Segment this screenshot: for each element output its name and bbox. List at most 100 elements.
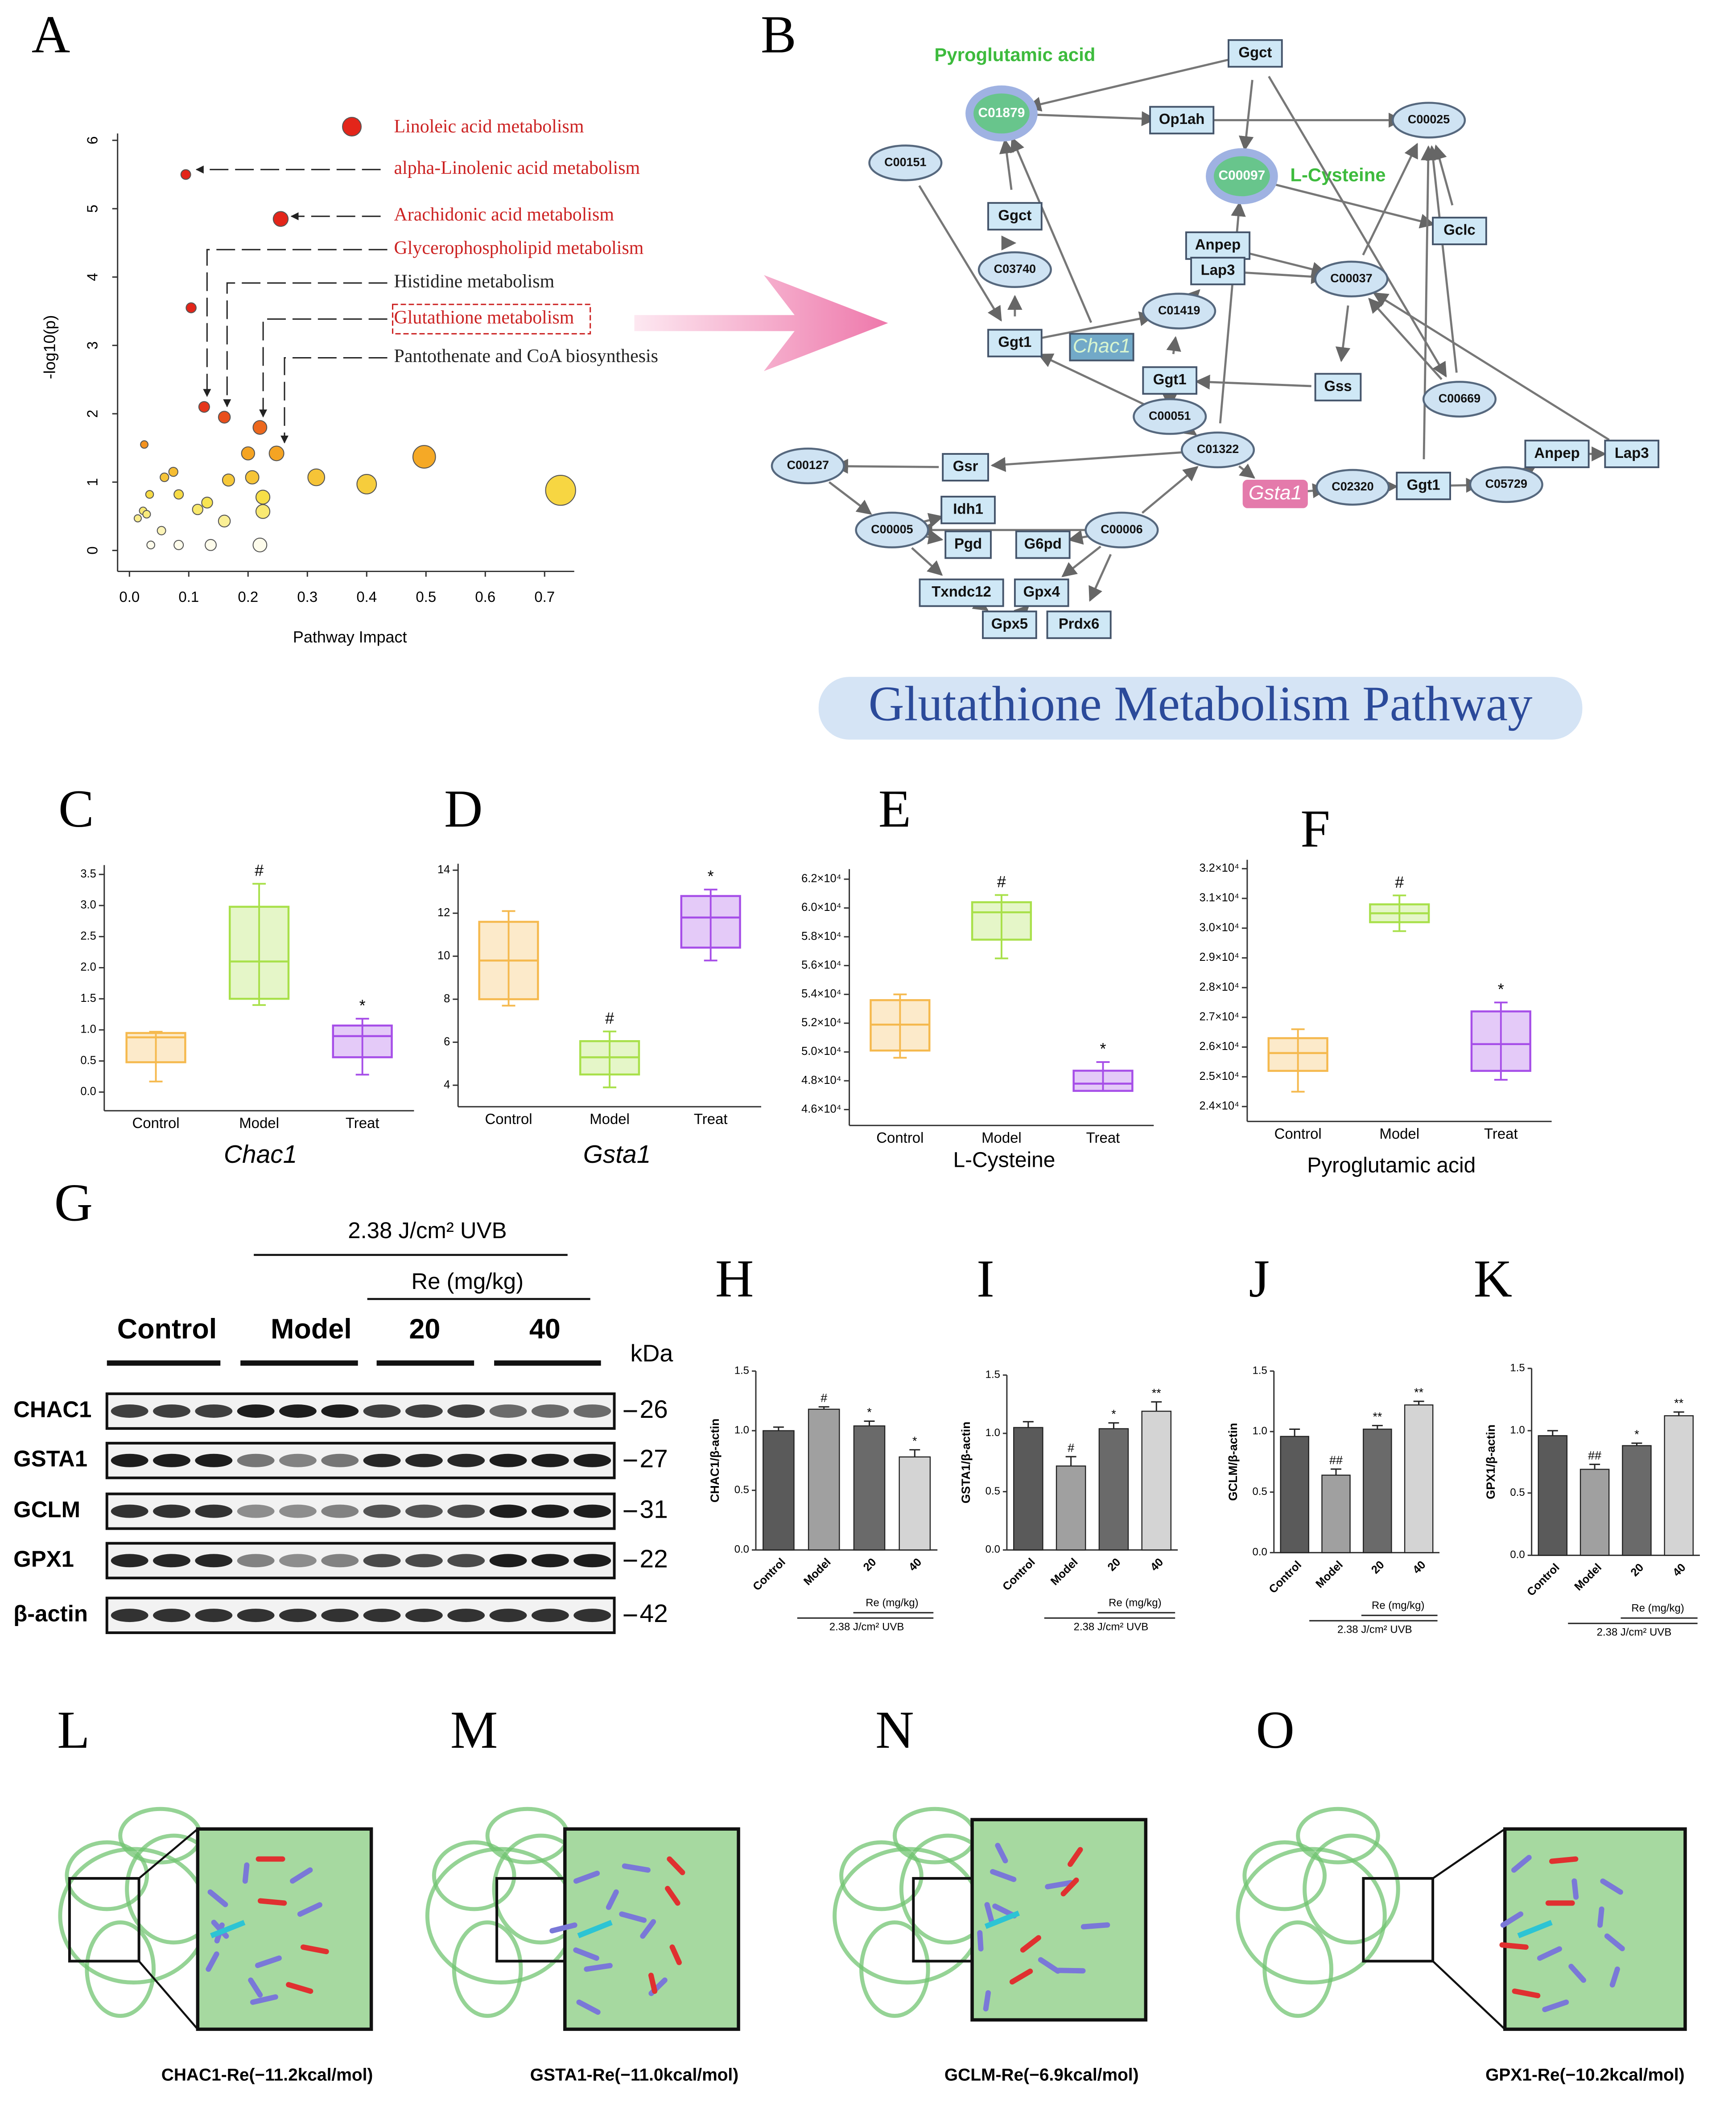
ligand-stick [573, 1947, 599, 1961]
bar [1321, 1474, 1351, 1553]
ligand-stick [1045, 1880, 1074, 1890]
protein-ribbon [85, 1920, 156, 2018]
ligand-stick [257, 1898, 287, 1906]
blot-band [195, 1609, 233, 1622]
blot-band [573, 1504, 611, 1518]
annotation-arrow [259, 318, 388, 418]
blot-band [195, 1554, 233, 1568]
box [1470, 1010, 1531, 1072]
pathway-edge [1421, 145, 1436, 460]
y-tick-label: 0 [84, 546, 101, 554]
significance: ** [1674, 1396, 1683, 1410]
protein-ribbon [452, 1920, 523, 2018]
significance: * [912, 1434, 917, 1448]
pathway-edge [1238, 463, 1255, 479]
blot-size: 42 [639, 1599, 668, 1628]
metabolite-node [1422, 381, 1497, 418]
zoom-connector [1432, 1960, 1506, 2030]
significance: * [1498, 980, 1504, 998]
ligand-stick [1512, 1989, 1541, 1998]
ligand-stick [286, 1982, 313, 1994]
node-label: Gclc [1443, 222, 1475, 238]
bar [763, 1430, 795, 1551]
gene-node [982, 610, 1037, 639]
bar [1056, 1465, 1086, 1551]
blot-band [531, 1453, 569, 1467]
y-tick-label: 2.6×10⁴ [1199, 1040, 1239, 1053]
blot-band [279, 1504, 317, 1518]
panel-label: M [450, 1700, 498, 1759]
point [201, 497, 213, 509]
panel-label: K [1474, 1249, 1513, 1308]
point [412, 445, 436, 469]
significance: * [1100, 1040, 1106, 1058]
y-tick-label: 0.0 [1510, 1549, 1525, 1561]
panel-label: E [878, 779, 911, 838]
gene-node [1069, 333, 1134, 362]
blot-band [321, 1404, 359, 1418]
point [205, 539, 217, 551]
pathway-edge [833, 459, 939, 474]
y-tick-label: 1.0 [734, 1424, 749, 1436]
point [272, 211, 289, 227]
significance: * [1111, 1407, 1116, 1420]
y-tick-label: 2.9×10⁴ [1199, 951, 1239, 963]
protein-ribbon [1242, 1840, 1327, 1911]
significance: # [997, 873, 1006, 891]
ligand-stick [1038, 1957, 1061, 1974]
ligand-stick [211, 1919, 229, 1939]
node-label: Lap3 [1615, 445, 1649, 461]
ligand-stick [1056, 1968, 1086, 1974]
pathway-edge [1267, 181, 1435, 229]
blot-protein: GPX1 [13, 1546, 74, 1572]
ligand-stick [995, 1843, 1008, 1864]
blot-band [237, 1504, 275, 1518]
node-label: C01879 [978, 105, 1025, 120]
blot-band [153, 1453, 190, 1467]
point [173, 539, 184, 550]
x-axis-label: Chac1 [224, 1140, 297, 1169]
x-tick-label: 0.2 [238, 589, 258, 605]
point [173, 489, 184, 500]
ligand-stick [297, 1902, 322, 1917]
blot-band [111, 1554, 148, 1568]
ligand-stick [640, 1919, 656, 1939]
gene-node [919, 578, 1004, 607]
blot-band [237, 1453, 275, 1467]
blot-band [447, 1453, 485, 1467]
blot-band [489, 1554, 527, 1568]
blot-frame [105, 1392, 616, 1430]
panel-label: F [1300, 799, 1330, 858]
ligand-stick [619, 1911, 647, 1923]
residue-stick [1517, 1920, 1553, 1939]
y-tick-label: 4 [84, 273, 101, 281]
metabolite-node [771, 447, 845, 485]
box [228, 906, 290, 1000]
node-label: C00051 [1149, 409, 1191, 422]
node-label: C00005 [871, 523, 913, 536]
node-label: C00097 [1218, 168, 1265, 183]
annotation: alpha-Linolenic acid metabolism [394, 158, 640, 178]
annotation-arrow [223, 282, 388, 408]
panel-label: A [32, 4, 70, 64]
y-tick-label: 1.0 [1253, 1425, 1267, 1437]
pathway-edge [1166, 336, 1181, 354]
metabolite-node [1180, 431, 1255, 469]
x-tick-label: Control [485, 1111, 532, 1127]
blot-band [195, 1453, 233, 1467]
blot-band [531, 1554, 569, 1568]
ligand-stick [1600, 1878, 1623, 1895]
panel-label: N [875, 1700, 914, 1759]
blot-band [321, 1453, 359, 1467]
y-tick-label: 5.8×10⁴ [801, 930, 841, 943]
point [157, 526, 166, 535]
blot-band [405, 1609, 443, 1622]
y-tick-label: 0.5 [1510, 1486, 1525, 1499]
ligand-stick [242, 1862, 250, 1884]
blot-band [279, 1554, 317, 1568]
y-tick-label: 0.5 [986, 1485, 1000, 1497]
y-tick-label: 6 [84, 136, 101, 144]
protein-ribbon [839, 1840, 924, 1911]
y-tick-label: 1.0 [986, 1427, 1000, 1439]
